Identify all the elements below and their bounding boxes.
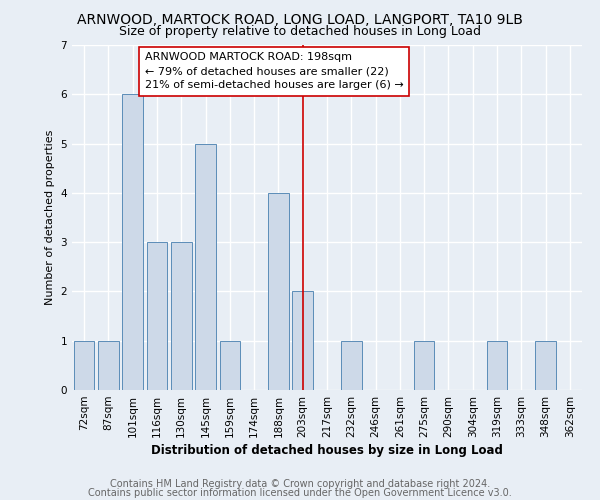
Text: ARNWOOD, MARTOCK ROAD, LONG LOAD, LANGPORT, TA10 9LB: ARNWOOD, MARTOCK ROAD, LONG LOAD, LANGPO… — [77, 12, 523, 26]
Bar — [220, 340, 240, 390]
Bar — [268, 193, 289, 390]
Bar — [146, 242, 167, 390]
Bar — [535, 340, 556, 390]
X-axis label: Distribution of detached houses by size in Long Load: Distribution of detached houses by size … — [151, 444, 503, 457]
Text: Size of property relative to detached houses in Long Load: Size of property relative to detached ho… — [119, 25, 481, 38]
Bar — [292, 292, 313, 390]
Bar — [341, 340, 362, 390]
Bar — [487, 340, 508, 390]
Text: Contains HM Land Registry data © Crown copyright and database right 2024.: Contains HM Land Registry data © Crown c… — [110, 479, 490, 489]
Y-axis label: Number of detached properties: Number of detached properties — [45, 130, 55, 305]
Bar — [98, 340, 119, 390]
Bar — [171, 242, 191, 390]
Text: ARNWOOD MARTOCK ROAD: 198sqm
← 79% of detached houses are smaller (22)
21% of se: ARNWOOD MARTOCK ROAD: 198sqm ← 79% of de… — [145, 52, 404, 90]
Bar — [195, 144, 216, 390]
Text: Contains public sector information licensed under the Open Government Licence v3: Contains public sector information licen… — [88, 488, 512, 498]
Bar — [74, 340, 94, 390]
Bar — [122, 94, 143, 390]
Bar — [414, 340, 434, 390]
